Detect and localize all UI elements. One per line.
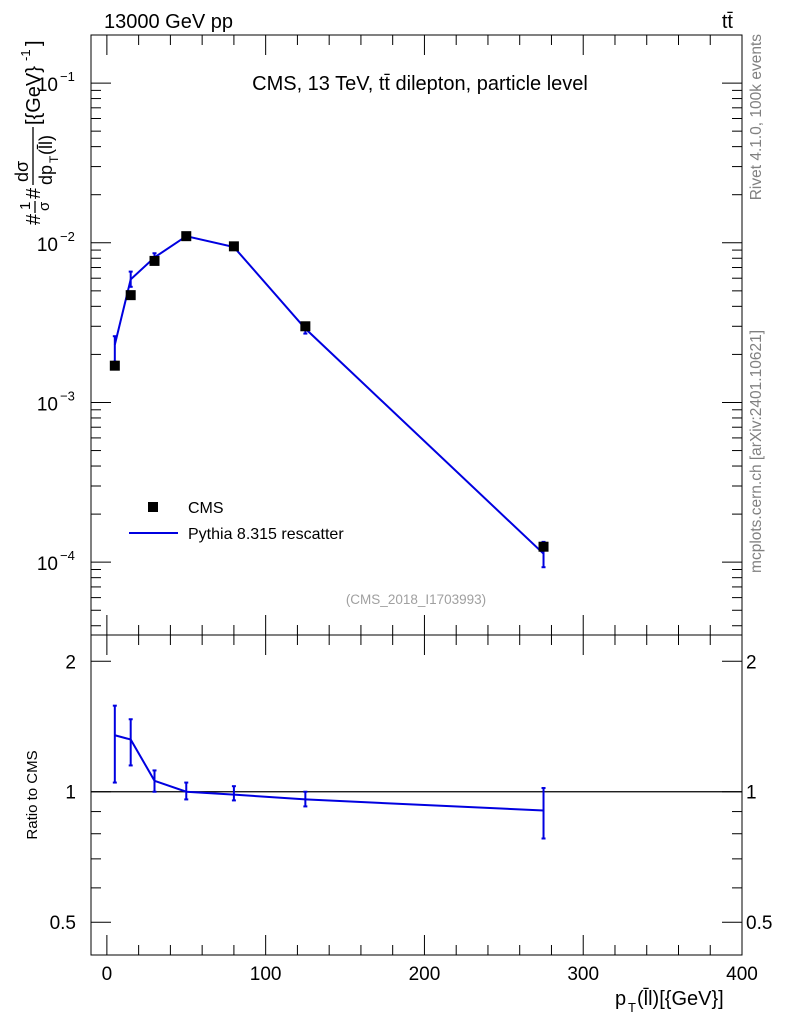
ratio-plot-frame [90,634,743,956]
ylabel-deriv-den-sub: T [47,155,61,163]
ratio-y-tick-label-right: 1 [746,783,757,804]
x-tick-label: 200 [409,964,441,985]
cms-data-point [149,255,160,266]
main-y-tick-exponent: −4 [60,548,75,563]
main-y-tick-label: 10 [37,235,58,256]
ratio-y-tick-label-left: 0.5 [50,913,76,934]
ylabel-unit: [{GeV} [23,66,45,125]
cms-series [109,231,549,552]
ylabel-frac-den: σ [36,201,53,211]
legend-pythia-label: Pythia 8.315 rescatter [188,526,344,543]
ylabel-deriv-den-tail: (l̄l) [36,135,56,155]
legend-cms-label: CMS [188,500,224,517]
cms-data-point [228,241,239,252]
ratio-line [114,734,544,812]
header-left-label: 13000 GeV pp [104,11,233,33]
xlabel-tail: (l̄l)[{GeV}] [637,987,724,1010]
header-right-label: tt̄ [722,11,734,33]
xlabel-main: p [615,988,626,1010]
main-y-axis-label: # 1 σ # dσ dp T (l̄l) [{GeV} -1 ] [12,40,61,225]
main-y-tick-label: 10 [37,394,58,415]
ylabel-prefix: # [23,213,45,225]
cms-data-point [125,290,136,301]
x-tick-label: 100 [250,964,282,985]
xlabel-sub: T [628,1000,636,1015]
analysis-watermark: (CMS_2018_I1703993) [346,592,486,607]
mcplots-reference-label: mcplots.cern.ch [arXiv:2401.10621] [748,330,765,573]
ratio-plot-ticks: 2 2 1 1 0.5 0.5 0 100 200 300 400 [50,635,772,985]
legend: CMS Pythia 8.315 rescatter [129,500,344,543]
x-tick-label: 0 [102,964,113,985]
ratio-pythia-series [112,704,546,840]
ratio-y-tick-label-right: 0.5 [746,913,772,934]
x-axis-label: p T (l̄l)[{GeV}] [615,987,724,1015]
ratio-y-tick-label-left: 1 [65,783,76,804]
rivet-version-label: Rivet 4.1.0, 100k events [748,34,765,201]
main-y-tick-exponent: −2 [60,229,75,244]
ylabel-deriv-den: dp [36,165,56,185]
main-y-tick-exponent: −1 [60,69,75,84]
pythia-series [112,232,546,569]
ratio-y-tick-label-left: 2 [65,652,76,673]
cms-data-point [109,360,120,371]
cms-data-point [300,321,311,332]
ylabel-unit-end: ] [23,40,45,46]
main-y-tick-label: 10 [37,75,58,96]
ylabel-mid: # [23,187,45,199]
ylabel-unit-sup: -1 [18,49,33,61]
ratio-y-axis-label: Ratio to CMS [24,750,41,839]
main-plot-frame [90,34,743,636]
main-y-tick-label: 10 [37,554,58,575]
ratio-y-tick-label-right: 2 [746,652,757,673]
ylabel-deriv-num: dσ [12,161,32,182]
main-plot-title: CMS, 13 TeV, tt̄ dilepton, particle leve… [252,73,588,95]
cms-data-point [181,231,192,242]
x-tick-label: 300 [567,964,599,985]
pythia-line [113,235,545,555]
main-y-tick-exponent: −3 [60,388,75,403]
ylabel-frac-num: 1 [17,202,34,210]
x-tick-label: 400 [726,964,758,985]
main-plot-ticks: 10−110−210−310−4 [37,34,743,635]
legend-cms-marker [148,502,158,512]
cms-data-point [538,541,549,552]
